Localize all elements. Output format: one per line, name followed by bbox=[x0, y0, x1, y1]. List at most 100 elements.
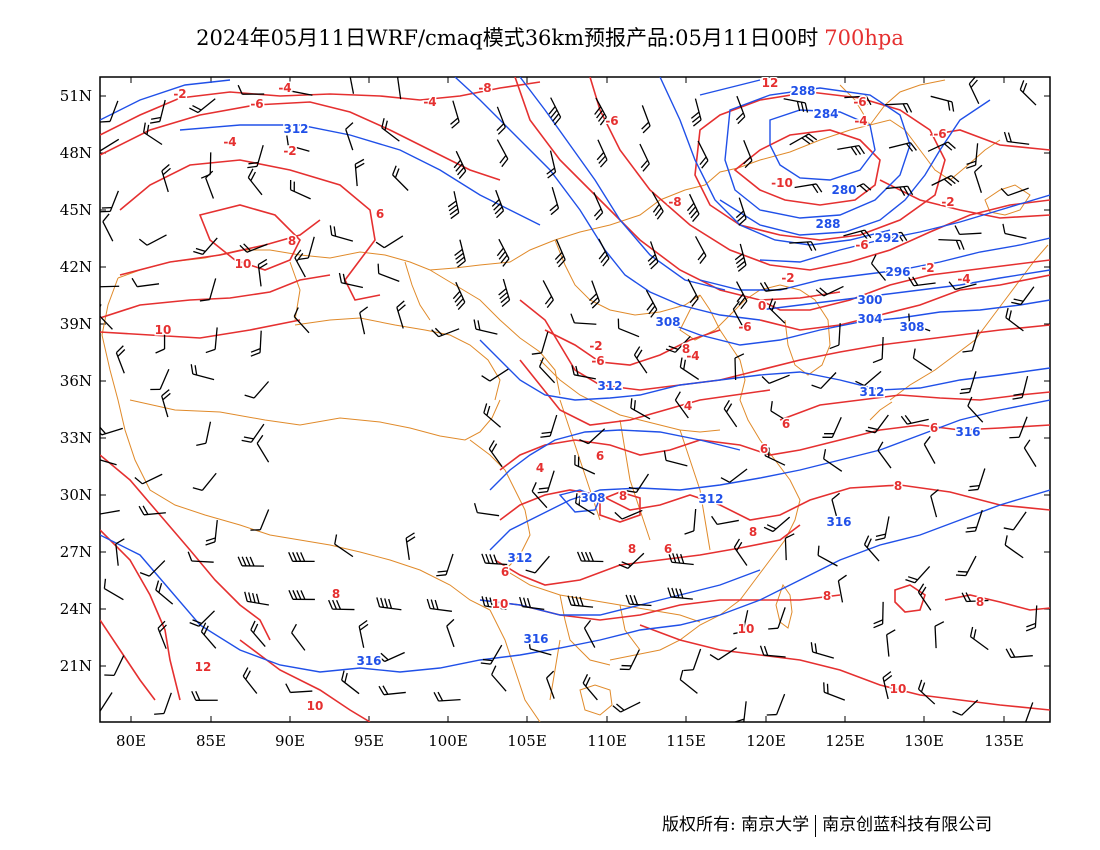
wind-barb bbox=[679, 357, 700, 381]
wind-barb bbox=[554, 239, 566, 268]
wind-barb bbox=[732, 301, 745, 329]
wind-barb bbox=[647, 241, 659, 270]
height-contour bbox=[479, 339, 1050, 401]
wind-barb bbox=[100, 692, 113, 712]
wind-barb bbox=[829, 323, 841, 350]
temperature-label: -8 bbox=[668, 195, 681, 209]
wind-barb bbox=[900, 414, 929, 425]
wind-barb bbox=[683, 648, 702, 672]
isotherm-line bbox=[779, 391, 1050, 421]
wind-barb bbox=[690, 98, 702, 127]
wind-barb bbox=[491, 665, 507, 692]
lat-tick-label: 24N bbox=[60, 600, 92, 618]
footer-divider bbox=[815, 814, 817, 837]
copyright-footer: 版权所有: 南京大学 南京创蓝科技有限公司 bbox=[662, 810, 992, 837]
lat-tick-label: 51N bbox=[60, 87, 92, 105]
wind-barb bbox=[789, 133, 818, 146]
tibet-outline bbox=[129, 399, 501, 441]
wind-barb bbox=[1000, 187, 1029, 197]
wind-barb bbox=[1009, 416, 1028, 439]
wind-barb bbox=[519, 596, 545, 611]
wind-barb bbox=[100, 457, 117, 466]
wind-barb bbox=[764, 445, 786, 466]
wind-barb bbox=[759, 645, 786, 658]
temperature-label: 4 bbox=[536, 461, 544, 475]
wind-barb bbox=[844, 95, 872, 106]
wind-barb bbox=[473, 502, 500, 517]
wind-barb bbox=[381, 118, 400, 142]
height-contour bbox=[659, 299, 1050, 346]
wind-barb bbox=[954, 225, 982, 236]
wind-barb bbox=[879, 231, 908, 243]
wind-barb bbox=[663, 450, 688, 467]
wind-barb bbox=[905, 566, 931, 584]
wind-barb bbox=[794, 183, 823, 194]
wind-barb bbox=[930, 489, 939, 518]
wind-barb bbox=[863, 535, 880, 562]
wind-barb bbox=[917, 583, 932, 611]
wind-barb bbox=[570, 313, 597, 325]
wind-barb bbox=[138, 505, 166, 516]
wind-barb bbox=[668, 552, 694, 566]
wind-barb bbox=[100, 100, 119, 123]
isotherm-line bbox=[929, 129, 1050, 151]
wind-barb bbox=[1011, 286, 1035, 306]
latitude-labels: 51N 48N 45N 42N 39N 36N 33N 30N 27N 24N 21N bbox=[60, 87, 92, 675]
wind-barb bbox=[973, 164, 983, 193]
height-contour bbox=[519, 77, 726, 291]
isotherm-line bbox=[499, 484, 1050, 521]
wind-barb bbox=[886, 629, 896, 657]
wind-barb bbox=[193, 237, 218, 256]
hainan bbox=[579, 684, 613, 716]
wind-barb bbox=[329, 225, 354, 242]
temperature-label: 10 bbox=[492, 597, 509, 611]
temperature-label: -6 bbox=[853, 95, 866, 109]
wind-barb bbox=[237, 556, 265, 567]
wind-barb bbox=[354, 158, 365, 187]
wind-barb bbox=[733, 538, 748, 566]
wind-barb bbox=[358, 619, 369, 648]
wind-barb bbox=[134, 473, 163, 485]
wind-barb bbox=[969, 626, 989, 651]
lon-tick-label: 80E bbox=[116, 732, 146, 750]
height-contour bbox=[100, 79, 541, 226]
isotherm-line bbox=[119, 219, 321, 276]
wind-barb bbox=[641, 105, 651, 134]
wind-barb bbox=[155, 326, 166, 354]
temperature-label: 8 bbox=[682, 342, 690, 356]
wind-barb bbox=[392, 165, 409, 191]
wind-barb bbox=[831, 492, 840, 521]
geopotential-label: 288 bbox=[790, 84, 815, 98]
wind-barb bbox=[328, 599, 355, 611]
temperature-label: 10 bbox=[307, 699, 324, 713]
wind-barb bbox=[768, 298, 786, 324]
wind-barb bbox=[930, 95, 955, 112]
wind-barb bbox=[934, 621, 945, 649]
wind-barb bbox=[488, 440, 503, 468]
wind-barb bbox=[968, 77, 980, 105]
wind-barb bbox=[931, 175, 960, 186]
map-title: 2024年05月11日WRF/cmaq模式36km预报产品:05月11日00时 7… bbox=[0, 22, 1100, 52]
wind-barb bbox=[733, 610, 749, 635]
wind-barb bbox=[453, 150, 467, 179]
wind-barb bbox=[138, 234, 167, 246]
temperature-labels: -2 -4-6-8-6-4-4-2-6-10-6-8-6-2-4-2-626810… bbox=[153, 77, 986, 715]
title-pressure-level: 700hpa bbox=[824, 26, 904, 50]
wind-barb bbox=[723, 399, 738, 428]
temperature-label: 6 bbox=[664, 542, 672, 556]
wind-barb bbox=[955, 555, 977, 577]
temperature-label: 10 bbox=[155, 323, 172, 337]
height-contour bbox=[724, 87, 911, 219]
lon-tick-label: 90E bbox=[275, 732, 305, 750]
wind-barb bbox=[711, 515, 739, 526]
lon-tick-label: 115E bbox=[666, 732, 706, 750]
wind-barb bbox=[396, 300, 406, 329]
russia-border-northeast bbox=[839, 79, 946, 126]
wind-barb bbox=[496, 238, 510, 267]
wind-barb bbox=[196, 421, 212, 446]
wind-barb bbox=[789, 241, 817, 252]
wind-barb bbox=[594, 97, 607, 126]
wind-barb bbox=[150, 368, 170, 391]
wind-barb bbox=[359, 306, 369, 335]
wind-barb bbox=[1012, 375, 1029, 400]
